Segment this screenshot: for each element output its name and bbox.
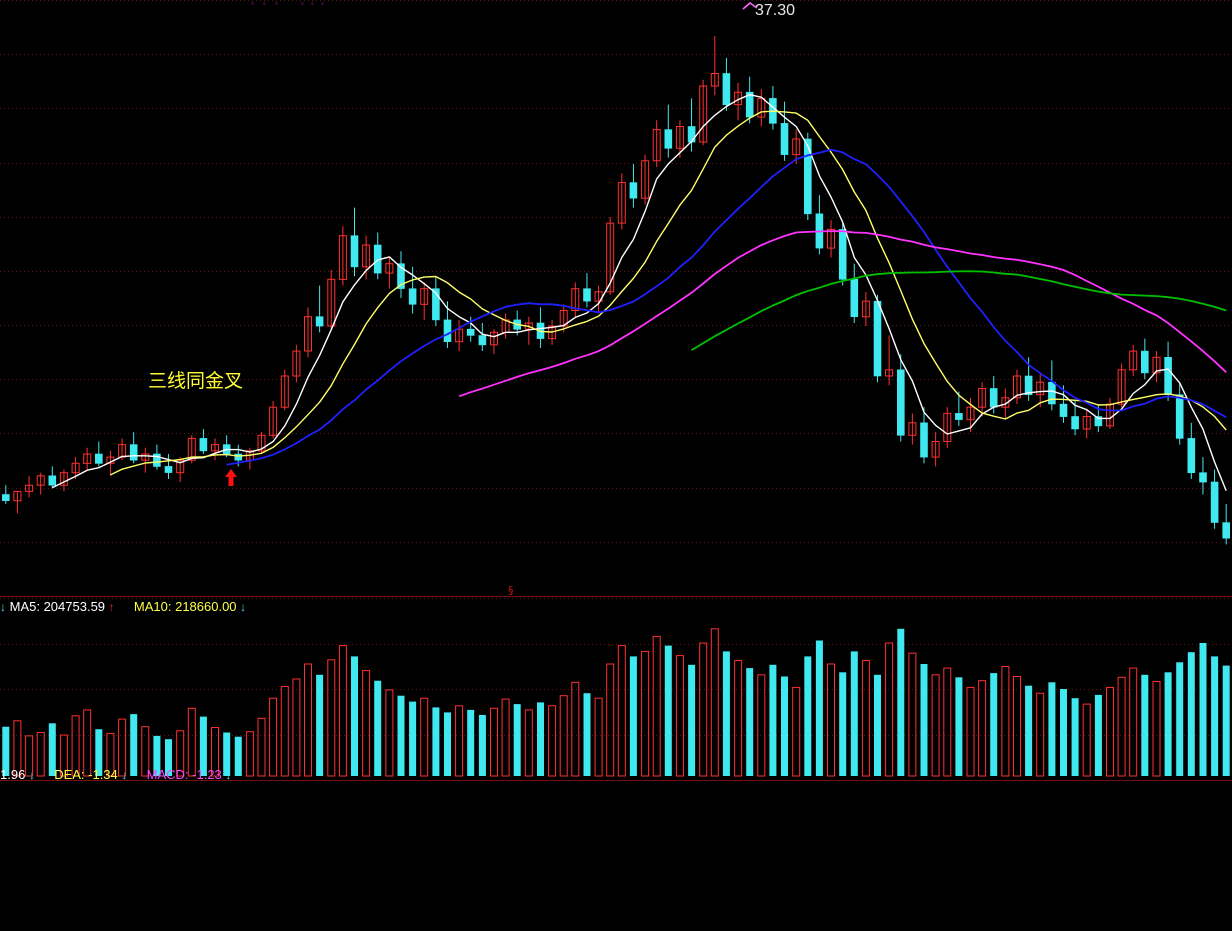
macd-dea-label: DEA: -1.34 xyxy=(54,767,118,782)
volume-ma10-label: MA10: 218660.00 xyxy=(133,599,237,614)
volume-info-bar: ↓ MA5: 204753.59 ↑ MA10: 218660.00 ↓ xyxy=(0,598,1232,616)
macd-info-bar: 1.96 ↓ DEA: -1.34 ↓ MACD: -1.23 ↓ xyxy=(0,766,1232,784)
annotation-triple-golden-cross: 三线同金叉 xyxy=(148,370,244,392)
price-high-label: 37.30 xyxy=(755,2,796,19)
macd-dif-arrow: ↓ xyxy=(28,768,35,782)
volume-ma5-label: MA5: 204753.59 xyxy=(9,599,106,614)
macd-panel[interactable] xyxy=(0,782,1232,931)
volume-chart-svg[interactable] xyxy=(0,598,1232,780)
macd-dif-label: 1.96 xyxy=(0,767,26,782)
svg-text:*: * xyxy=(274,1,279,11)
macd-dea-arrow: ↓ xyxy=(121,768,128,782)
volume-macd-divider xyxy=(0,780,1232,781)
svg-text:*: * xyxy=(310,1,315,11)
svg-text:*: * xyxy=(262,1,267,11)
macd-chart-svg[interactable] xyxy=(0,782,1232,931)
macd-macd-arrow: ↓ xyxy=(225,768,232,782)
candlestick-price-panel[interactable]: * * * * * * § 37.30 三线同金叉 xyxy=(0,0,1232,596)
volume-ma10-arrow: ↓ xyxy=(240,600,247,614)
volume-lead-arrow: ↓ xyxy=(0,600,6,614)
macd-macd-label: MACD: -1.23 xyxy=(146,767,222,782)
svg-text:§: § xyxy=(508,584,514,596)
svg-text:*: * xyxy=(250,1,255,11)
volume-panel[interactable] xyxy=(0,598,1232,780)
volume-ma5-arrow: ↑ xyxy=(108,600,115,614)
svg-text:*: * xyxy=(300,1,305,11)
price-volume-divider xyxy=(0,596,1232,597)
price-chart-svg[interactable]: * * * * * * § xyxy=(0,0,1232,596)
svg-text:*: * xyxy=(320,1,325,11)
